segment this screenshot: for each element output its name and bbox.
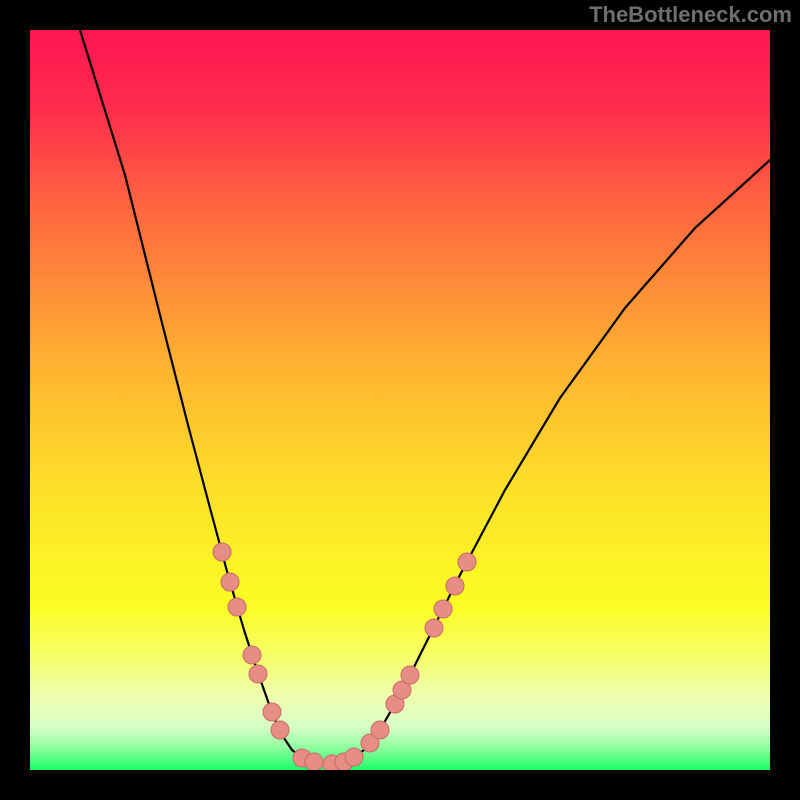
data-marker: [434, 600, 452, 618]
data-marker: [458, 553, 476, 571]
data-marker: [425, 619, 443, 637]
plot-area: [30, 30, 770, 770]
data-marker: [221, 573, 239, 591]
data-marker: [401, 666, 419, 684]
watermark-label: TheBottleneck.com: [589, 2, 792, 28]
data-marker: [345, 748, 363, 766]
data-marker: [446, 577, 464, 595]
bottleneck-chart: [30, 30, 770, 770]
data-marker: [371, 721, 389, 739]
data-marker: [263, 703, 281, 721]
data-marker: [243, 646, 261, 664]
data-marker: [213, 543, 231, 561]
data-marker: [249, 665, 267, 683]
gradient-background: [30, 30, 770, 770]
data-marker: [271, 721, 289, 739]
data-marker: [228, 598, 246, 616]
data-marker: [305, 753, 323, 770]
